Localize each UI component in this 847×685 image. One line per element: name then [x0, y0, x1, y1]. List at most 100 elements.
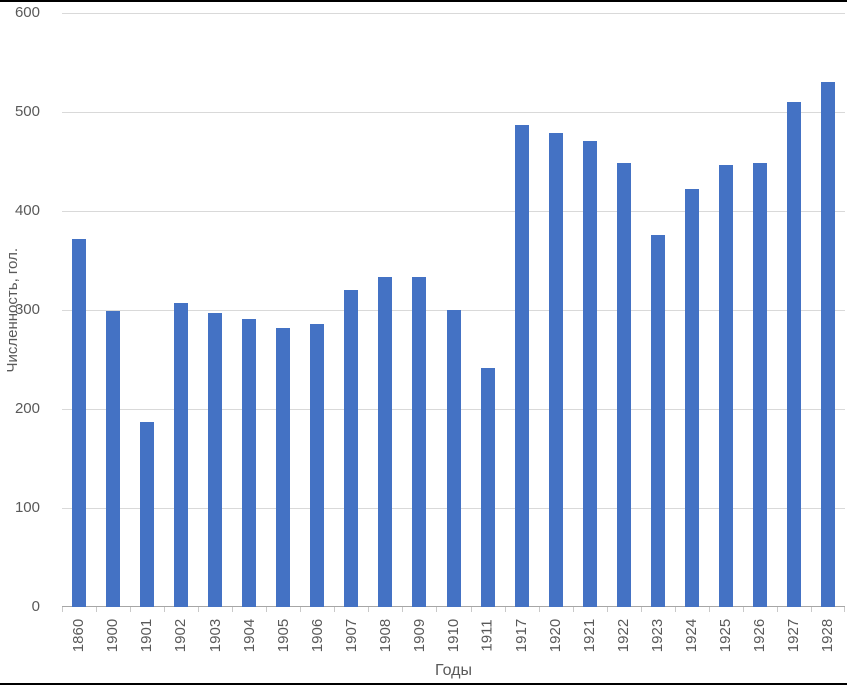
axis-tick-mark — [436, 607, 438, 612]
x-tick-label: 1910 — [445, 618, 462, 652]
x-tick-label-wrap: 1922 — [612, 611, 636, 659]
x-tick-label-wrap: 1903 — [203, 611, 227, 659]
x-tick-label-wrap: 1860 — [67, 611, 91, 659]
y-tick-label: 100 — [14, 499, 40, 516]
x-tick-label-wrap: 1911 — [476, 611, 500, 659]
bar-1920 — [548, 132, 563, 607]
axis-tick-mark — [198, 607, 200, 612]
axis-tick-mark — [300, 607, 302, 612]
x-tick-label-wrap: 1923 — [646, 611, 670, 659]
axis-tick-mark — [776, 607, 778, 612]
axis-tick-mark — [368, 607, 370, 612]
x-tick-label: 1908 — [376, 618, 394, 652]
x-tick-label: 1905 — [274, 618, 292, 652]
bar-1908 — [378, 277, 393, 607]
axis-tick-mark — [402, 607, 404, 612]
axis-tick-mark — [96, 607, 98, 612]
axis-tick-mark — [164, 607, 166, 612]
bar-1917 — [514, 124, 529, 607]
axis-tick-mark — [232, 607, 234, 612]
bar-1925 — [718, 165, 733, 607]
x-tick-label-wrap: 1921 — [578, 611, 602, 659]
bar-1905 — [276, 327, 291, 607]
bar-1907 — [344, 290, 359, 607]
bar-1923 — [650, 234, 665, 607]
bar-1911 — [480, 368, 495, 607]
bar-1927 — [786, 102, 801, 607]
gridline — [62, 12, 845, 14]
bar-1910 — [446, 310, 461, 607]
x-tick-label: 1922 — [615, 618, 633, 652]
axis-tick-mark — [844, 607, 845, 612]
plot-area — [62, 12, 845, 612]
x-tick-label: 1907 — [342, 618, 360, 652]
x-tick-label-wrap: 1907 — [339, 611, 363, 659]
axis-tick-mark — [572, 607, 574, 612]
x-tick-label: 1906 — [308, 618, 326, 652]
bar-1926 — [752, 162, 767, 607]
bar-1924 — [684, 189, 699, 607]
axis-tick-mark — [504, 607, 506, 612]
x-tick-label: 1917 — [513, 618, 531, 652]
y-tick-label: 500 — [14, 103, 40, 120]
x-tick-label-wrap: 1927 — [782, 611, 806, 659]
y-tick-label: 400 — [14, 202, 40, 219]
axis-tick-mark — [708, 607, 710, 612]
x-tick-label: 1900 — [104, 618, 122, 652]
x-tick-label: 1927 — [785, 618, 803, 652]
x-tick-label-wrap: 1908 — [373, 611, 397, 659]
gridline — [62, 210, 845, 212]
axis-tick-mark — [470, 607, 472, 612]
bar-1906 — [310, 323, 325, 607]
x-tick-label: 1926 — [751, 618, 769, 652]
y-tick-label: 300 — [14, 301, 40, 318]
x-tick-label-wrap: 1910 — [442, 611, 466, 659]
bar-1860 — [72, 238, 87, 607]
bar-1922 — [616, 162, 631, 607]
x-axis-tick-labels: 1860 1900 1901 1902 1903 1904 1905 1906 1907 1908… — [62, 611, 845, 659]
x-tick-label: 1921 — [581, 618, 599, 652]
x-tick-label: 1902 — [172, 618, 190, 652]
x-tick-label-wrap: 1928 — [816, 611, 840, 659]
x-tick-label: 1860 — [70, 618, 88, 652]
axis-tick-mark — [810, 607, 812, 612]
x-tick-label: 1904 — [240, 618, 258, 652]
bar-1921 — [582, 140, 597, 607]
x-tick-label-wrap: 1900 — [101, 611, 125, 659]
bar-1900 — [106, 311, 121, 607]
x-tick-label: 1909 — [410, 618, 428, 652]
gridline — [62, 111, 845, 113]
x-tick-label-wrap: 1926 — [748, 611, 772, 659]
axis-tick-mark — [742, 607, 744, 612]
axis-tick-mark — [538, 607, 540, 612]
x-tick-label-wrap: 1904 — [237, 611, 261, 659]
x-tick-label: 1925 — [717, 618, 735, 652]
x-tick-label: 1903 — [206, 618, 224, 652]
y-tick-label: 200 — [14, 400, 40, 417]
y-tick-label: 0 — [31, 598, 40, 615]
bar-1909 — [412, 277, 427, 607]
axis-tick-mark — [640, 607, 642, 612]
bar-1902 — [174, 303, 189, 607]
x-tick-label-wrap: 1902 — [169, 611, 193, 659]
axis-tick-mark — [606, 607, 608, 612]
x-tick-label-wrap: 1917 — [510, 611, 534, 659]
x-tick-label: 1920 — [547, 618, 565, 652]
x-axis-title: Годы — [435, 662, 472, 679]
y-tick-label: 600 — [14, 4, 40, 21]
x-tick-label: 1901 — [138, 618, 156, 652]
x-tick-label-wrap: 1906 — [305, 611, 329, 659]
x-tick-label-wrap: 1924 — [680, 611, 704, 659]
axis-tick-mark — [62, 607, 63, 612]
bar-1901 — [140, 421, 155, 607]
axis-tick-mark — [130, 607, 132, 612]
bar-1904 — [242, 318, 257, 607]
axis-tick-mark — [334, 607, 336, 612]
x-tick-label: 1924 — [683, 618, 701, 652]
x-tick-label-wrap: 1901 — [135, 611, 159, 659]
axis-tick-mark — [266, 607, 268, 612]
x-tick-label-wrap: 1925 — [714, 611, 738, 659]
x-tick-label-wrap: 1920 — [544, 611, 568, 659]
x-tick-label: 1911 — [479, 618, 497, 652]
